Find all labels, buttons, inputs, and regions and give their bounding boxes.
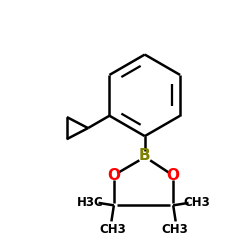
Text: H3C: H3C xyxy=(77,196,104,209)
Text: CH3: CH3 xyxy=(183,196,210,209)
Text: O: O xyxy=(167,168,180,183)
Text: O: O xyxy=(108,168,120,183)
Text: B: B xyxy=(139,148,150,164)
Text: CH3: CH3 xyxy=(99,223,126,236)
Text: CH3: CH3 xyxy=(161,223,188,236)
